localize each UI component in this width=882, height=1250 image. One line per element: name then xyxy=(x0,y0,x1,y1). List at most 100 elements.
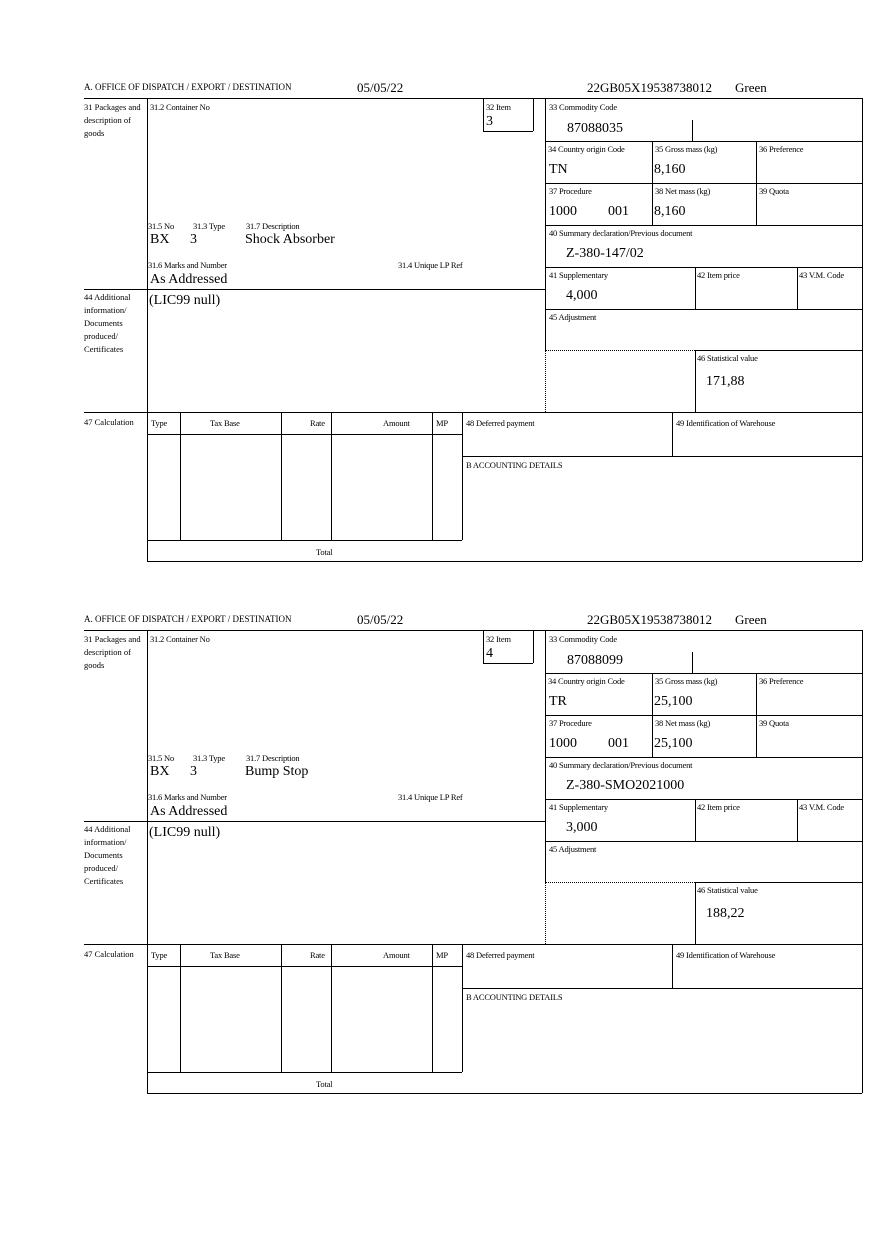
accounting-details-label: B ACCOUNTING DETAILS xyxy=(466,992,563,1002)
rule xyxy=(695,350,862,351)
calc-rate-header: Rate xyxy=(310,418,325,428)
goods-description: Shock Absorber xyxy=(245,232,335,247)
item-label: 32 Item xyxy=(486,634,511,644)
rule xyxy=(797,267,798,309)
country-origin: TR xyxy=(549,694,567,709)
rule xyxy=(462,944,463,1072)
supplementary-label: 41 Supplementary xyxy=(549,802,608,812)
rule xyxy=(695,267,696,309)
rule xyxy=(147,1072,462,1073)
deferred-payment-label: 48 Deferred payment xyxy=(466,418,535,428)
rule xyxy=(483,630,484,663)
rule xyxy=(545,98,546,350)
commodity-code: 87088035 xyxy=(567,121,623,136)
rule xyxy=(545,183,862,184)
procedure-additional: 001 xyxy=(608,204,629,219)
rule xyxy=(147,561,862,562)
rule xyxy=(147,1093,862,1094)
type-label: 31.3 Type xyxy=(193,753,225,763)
item-number: 4 xyxy=(486,646,493,661)
description-label: 31.7 Description xyxy=(246,753,300,763)
accounting-details-label: B ACCOUNTING DETAILS xyxy=(466,460,563,470)
additional-info-value: (LIC99 null) xyxy=(149,293,221,308)
declaration-item-block: A. OFFICE OF DISPATCH / EXPORT / DESTINA… xyxy=(0,612,882,1102)
rule xyxy=(545,630,546,882)
rule xyxy=(695,799,696,841)
statistical-value: 171,88 xyxy=(706,374,745,389)
office-label: A. OFFICE OF DISPATCH / EXPORT / DESTINA… xyxy=(84,82,292,92)
goods-description: Bump Stop xyxy=(245,764,309,779)
gross-mass-label: 35 Gross mass (kg) xyxy=(655,676,718,686)
calc-tax-base-header: Tax Base xyxy=(210,418,240,428)
supplementary: 3,000 xyxy=(566,820,598,835)
route-status: Green xyxy=(735,80,767,95)
additional-info-label: 44 Additional information/ Documents pro… xyxy=(84,292,131,354)
procedure: 1000 xyxy=(549,736,577,751)
rule xyxy=(147,434,462,435)
country-origin-label: 34 Country origin Code xyxy=(548,144,625,154)
rule xyxy=(483,663,533,664)
no-label: 31.5 No xyxy=(148,753,174,763)
rule xyxy=(84,944,862,945)
additional-info-label: 44 Additional information/ Documents pro… xyxy=(84,824,131,886)
calc-total-label: Total xyxy=(316,547,333,557)
rule xyxy=(672,944,673,988)
container-no-label: 31.2 Container No xyxy=(150,102,210,112)
rule xyxy=(545,799,862,800)
office-label: A. OFFICE OF DISPATCH / EXPORT / DESTINA… xyxy=(84,614,292,624)
rule xyxy=(462,412,463,540)
rule xyxy=(695,882,696,944)
procedure: 1000 xyxy=(549,204,577,219)
country-origin-label: 34 Country origin Code xyxy=(548,676,625,686)
dotted-rule xyxy=(545,350,546,412)
calc-rate-header: Rate xyxy=(310,950,325,960)
calc-total-label: Total xyxy=(316,1079,333,1089)
rule xyxy=(483,131,533,132)
summary-declaration-label: 40 Summary declaration/Previous document xyxy=(549,228,693,238)
package-no: BX xyxy=(150,232,170,247)
commodity-code-label: 33 Commodity Code xyxy=(549,102,617,112)
rule xyxy=(652,141,653,225)
dotted-rule xyxy=(545,350,695,351)
rule xyxy=(147,966,462,967)
calc-type-header: Type xyxy=(151,950,168,960)
rule xyxy=(462,456,862,457)
container-no-label: 31.2 Container No xyxy=(150,634,210,644)
rule xyxy=(483,98,484,131)
gross-mass: 25,100 xyxy=(654,694,693,709)
rule xyxy=(281,412,282,540)
type-label: 31.3 Type xyxy=(193,221,225,231)
calculation-label: 47 Calculation xyxy=(84,949,134,959)
rule xyxy=(545,757,862,758)
rule xyxy=(84,98,862,99)
vm-code-label: 43 V.M. Code xyxy=(799,802,844,812)
procedure-label: 37 Procedure xyxy=(549,186,592,196)
rule xyxy=(695,882,862,883)
supplementary-label: 41 Supplementary xyxy=(549,270,608,280)
procedure-additional: 001 xyxy=(608,736,629,751)
rule xyxy=(672,412,673,456)
unique-lp-ref-label: 31.4 Unique LP Ref xyxy=(398,260,463,270)
rule xyxy=(862,630,863,1093)
rule xyxy=(756,673,757,757)
additional-info-value: (LIC99 null) xyxy=(149,825,221,840)
rule xyxy=(695,350,696,412)
rule xyxy=(432,944,433,1072)
rule xyxy=(652,673,653,757)
net-mass: 25,100 xyxy=(654,736,693,751)
calc-amount-header: Amount xyxy=(383,418,410,428)
calc-mp-header: MP xyxy=(436,950,448,960)
summary-declaration-label: 40 Summary declaration/Previous document xyxy=(549,760,693,770)
calc-amount-header: Amount xyxy=(383,950,410,960)
dotted-rule xyxy=(545,882,695,883)
packages-label: 31 Packages and description of goods xyxy=(84,634,141,670)
rule xyxy=(545,309,862,310)
net-mass-label: 38 Net mass (kg) xyxy=(655,186,711,196)
dotted-rule xyxy=(545,882,546,944)
date: 05/05/22 xyxy=(357,80,404,95)
calculation-label: 47 Calculation xyxy=(84,417,134,427)
rule xyxy=(84,630,862,631)
warehouse-label: 49 Identification of Warehouse xyxy=(676,950,776,960)
net-mass: 8,160 xyxy=(654,204,686,219)
